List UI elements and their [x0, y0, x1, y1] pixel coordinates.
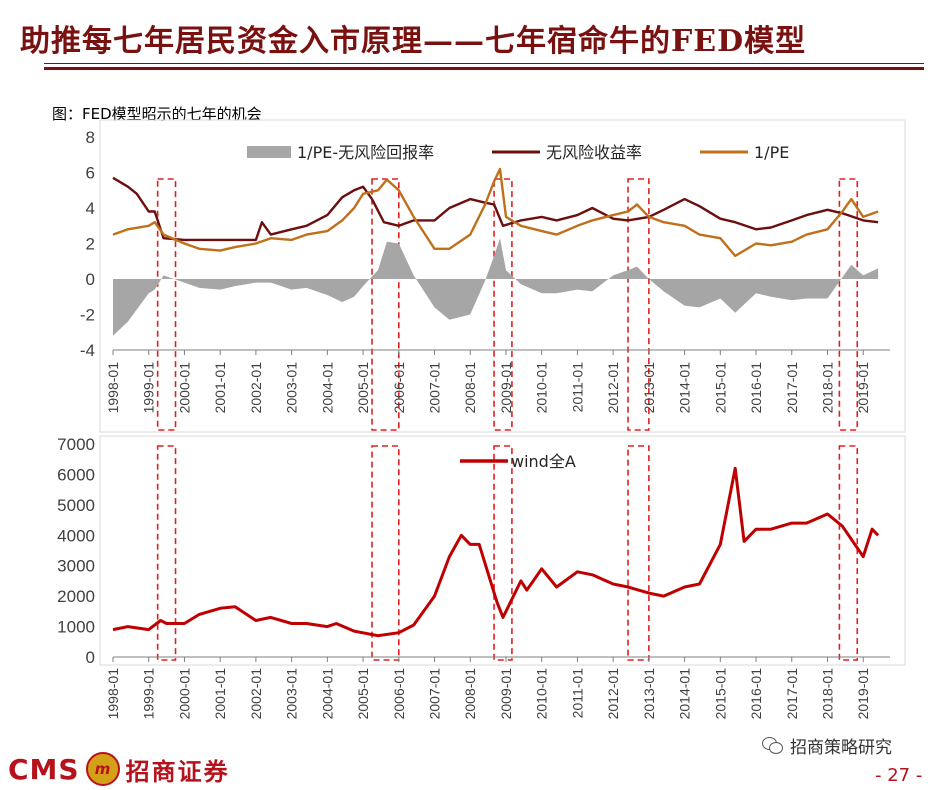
legend-label: 无风险收益率: [546, 143, 642, 162]
x-tick-label: 2007-01: [427, 668, 443, 720]
x-tick-label: 2005-01: [355, 668, 371, 720]
title-rule-thin: [44, 63, 924, 64]
y-tick-label: 0: [86, 648, 95, 667]
x-tick-label: 2018-01: [819, 668, 835, 720]
page-number: - 27 -: [875, 765, 923, 786]
wechat-watermark: 招商策略研究: [762, 733, 892, 758]
x-tick-label: 2016-01: [748, 362, 764, 414]
x-tick-label: 2017-01: [784, 668, 800, 720]
x-tick-label: 2002-01: [248, 362, 264, 414]
highlight-periods: [156, 178, 859, 431]
x-tick-label: 2004-01: [319, 668, 335, 720]
x-tick-label: 2015-01: [712, 362, 728, 414]
y-tick-label: 6: [86, 164, 95, 183]
x-tick-label: 2011-01: [569, 668, 585, 719]
earnings-yield-line: [112, 167, 879, 258]
x-tick-label: 2000-01: [176, 668, 192, 720]
spread-area: [113, 238, 879, 336]
y-tick-label: 6000: [57, 465, 95, 484]
x-tick-label: 2006-01: [391, 362, 407, 414]
y-tick-label: 0: [86, 270, 95, 289]
x-tick-label: 1999-01: [141, 668, 157, 720]
logo-badge-icon: m: [85, 752, 120, 786]
y-tick-label: 4000: [57, 526, 95, 545]
x-tick-label: 2001-01: [212, 668, 228, 720]
x-tick-label: 2019-01: [855, 668, 871, 720]
highlight-box: [371, 178, 400, 431]
x-tick-label: 2004-01: [319, 362, 335, 414]
x-tick-label: 2015-01: [712, 668, 728, 720]
highlight-box: [627, 178, 650, 431]
x-tick-label: 2007-01: [427, 362, 443, 414]
logo-chinese-text: 招商证券: [125, 756, 230, 786]
y-tick-label: -2: [80, 306, 95, 325]
chart-frame: [99, 435, 906, 666]
legend-label: 1/PE: [754, 143, 789, 162]
y-tick-label: 8: [86, 128, 95, 147]
x-tick-label: 2010-01: [534, 362, 550, 414]
title-rule-thick: [44, 67, 924, 70]
x-tick-label: 2005-01: [355, 362, 371, 414]
highlight-box: [838, 178, 859, 431]
highlight-box: [838, 445, 859, 661]
x-tick-label: 2014-01: [677, 668, 693, 720]
x-tick-label: 2017-01: [784, 362, 800, 414]
chart-frame: [99, 119, 906, 433]
legend: 1/PE-无风险回报率 无风险收益率 1/PE: [247, 143, 789, 162]
highlight-box: [627, 445, 650, 661]
x-tick-label: 2009-01: [498, 668, 514, 720]
x-tick-label: 2008-01: [462, 668, 478, 720]
x-tick-label: 2000-01: [176, 362, 192, 414]
figure-caption: 图：FED模型昭示的七年的机会: [52, 105, 262, 123]
x-tick-label: 2013-01: [641, 668, 657, 720]
x-tick-label: 2011-01: [569, 362, 585, 413]
highlight-box: [156, 178, 177, 431]
x-tick-label: 2019-01: [855, 362, 871, 414]
x-tick-label: 1998-01: [105, 362, 121, 414]
y-tick-label: 7000: [57, 435, 95, 454]
wind-a-line: [112, 466, 880, 638]
x-tick-label: 2001-01: [212, 362, 228, 414]
highlight-periods: [156, 445, 859, 661]
x-tick-label: 2009-01: [498, 362, 514, 414]
x-tick-label: 2010-01: [534, 668, 550, 720]
wechat-icon: [762, 736, 784, 755]
legend: wind全A: [460, 452, 576, 471]
x-tick-label: 2013-01: [641, 362, 657, 414]
x-tick-label: 2018-01: [819, 362, 835, 414]
cms-logo: CMS m 招商证券: [8, 752, 230, 786]
highlight-box: [156, 445, 177, 661]
y-tick-label: 2: [86, 235, 95, 254]
x-tick-label: 2003-01: [284, 362, 300, 414]
x-tick-label: 2008-01: [462, 362, 478, 414]
y-tick-label: 3000: [57, 557, 95, 576]
y-tick-label: 5000: [57, 496, 95, 515]
y-tick-label: 2000: [57, 587, 95, 606]
x-tick-label: 2012-01: [605, 668, 621, 720]
watermark-text: 招商策略研究: [790, 738, 892, 758]
risk-free-line: [112, 176, 879, 242]
highlight-box: [493, 445, 513, 661]
legend-swatch: [247, 146, 291, 158]
x-tick-label: 1999-01: [141, 362, 157, 414]
highlight-box: [371, 445, 400, 661]
chart-panel-1: 8 6 4 2 0 -2 -4 1998-01 1999-01 2000-01 2001-01 200…: [80, 119, 906, 433]
legend-label: 1/PE-无风险回报率: [297, 143, 434, 162]
highlight-box: [493, 178, 513, 431]
y-tick-label: 4: [86, 199, 95, 218]
logo-latin-text: CMS: [8, 752, 80, 786]
legend-label: wind全A: [511, 452, 576, 471]
x-tick-label: 2012-01: [605, 362, 621, 414]
x-tick-label: 2006-01: [391, 668, 407, 720]
x-tick-label: 2002-01: [248, 668, 264, 720]
y-tick-label: -4: [80, 341, 95, 360]
y-tick-label: 1000: [57, 618, 95, 637]
x-tick-label: 2014-01: [677, 362, 693, 414]
x-tick-label: 2016-01: [748, 668, 764, 720]
chart-panel-2: 7000 6000 5000 4000 3000 2000 1000 0 1998-01 1999…: [57, 435, 906, 720]
x-tick-label: 1998-01: [105, 668, 121, 720]
x-tick-label: 2003-01: [284, 668, 300, 720]
slide-title: 助推每七年居民资金入市原理——七年宿命牛的FED模型: [20, 24, 807, 59]
